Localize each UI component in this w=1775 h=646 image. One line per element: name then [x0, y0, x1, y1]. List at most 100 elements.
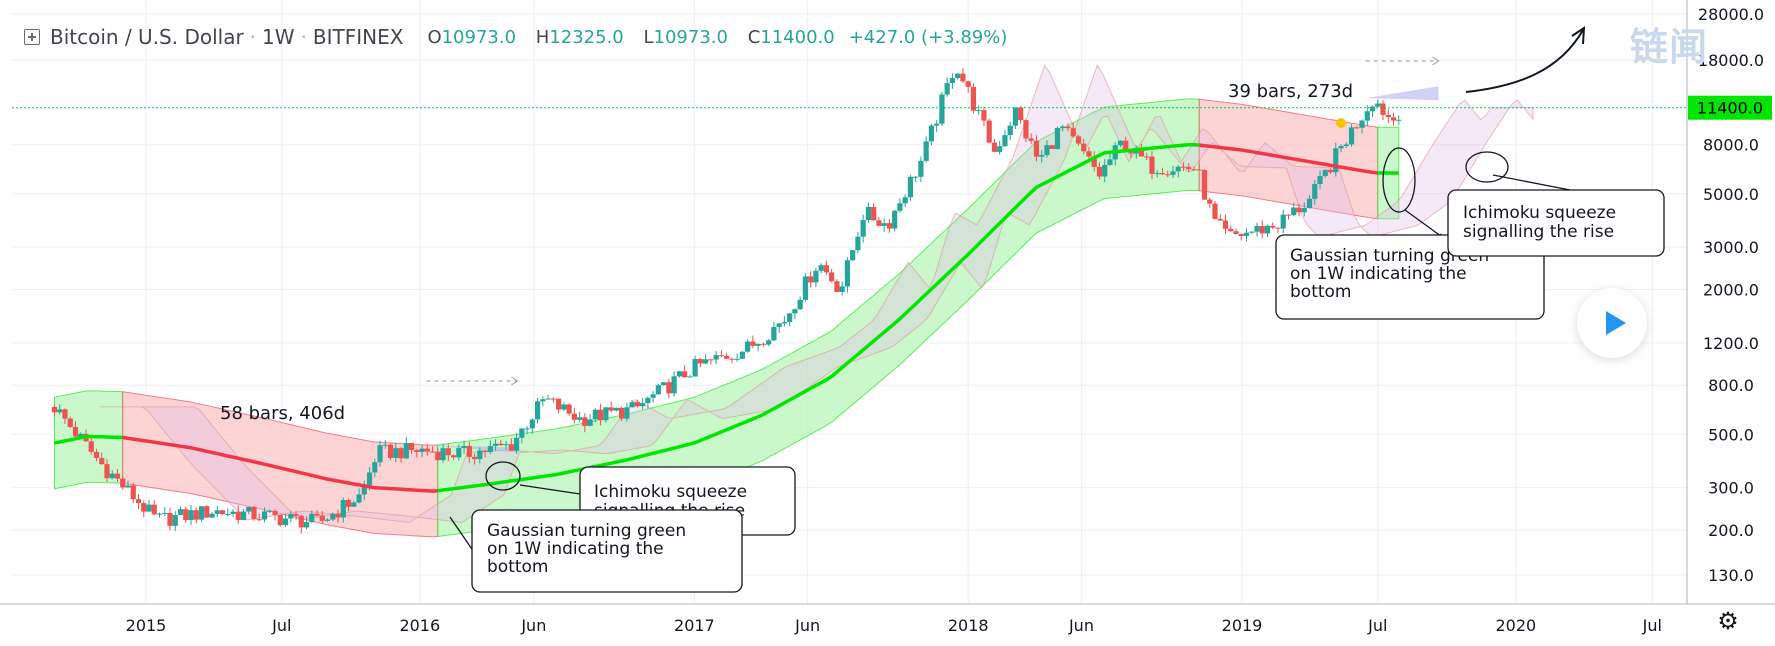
candle-up	[545, 398, 551, 400]
candle-down	[1217, 218, 1223, 221]
candle-up	[1060, 126, 1066, 128]
candle-up	[1369, 106, 1376, 112]
candle-down	[1233, 231, 1239, 235]
candle-up	[487, 446, 493, 453]
candle-up	[613, 407, 619, 411]
candle-up	[492, 443, 499, 447]
candle-down	[1354, 127, 1360, 129]
gaussian-turn-marker-2019	[1382, 147, 1416, 213]
candle-up	[1002, 135, 1008, 147]
candle-down	[598, 409, 604, 421]
candle-down	[970, 86, 977, 111]
candle-down	[871, 206, 877, 221]
candle-up	[860, 220, 866, 237]
candle-down	[582, 417, 588, 426]
callout-gaussian-2016[interactable]: Gaussian turning green on 1W indicating …	[471, 509, 743, 593]
time-tick-label: Jun	[1068, 616, 1094, 635]
candle-down	[834, 281, 840, 292]
symbol-legend: Bitcoin / U.S. Dollar · 1W · BITFINEX O1…	[24, 22, 1007, 52]
candle-down	[62, 409, 68, 419]
candle-down	[99, 457, 105, 465]
candle-down	[1238, 234, 1244, 236]
interval-label[interactable]: 1W	[262, 25, 295, 49]
candle-down	[1165, 174, 1171, 176]
candle-up	[177, 509, 184, 515]
exchange-label: BITFINEX	[312, 25, 404, 49]
time-tick-label: 2018	[948, 616, 989, 635]
time-tick-label: Jul	[1367, 616, 1387, 635]
price-tick-label: 200.0	[1708, 521, 1754, 540]
candle-down	[167, 513, 173, 526]
measure-label-2019: 39 bars, 273d	[1228, 81, 1353, 102]
candle-up	[603, 407, 609, 421]
candle-down	[424, 448, 430, 452]
candle-up	[781, 321, 787, 324]
candle-down	[1028, 138, 1034, 141]
candle-up	[377, 445, 383, 463]
candle-up	[1343, 144, 1349, 147]
candle-up	[855, 236, 861, 251]
settings-gear-icon[interactable]: ⚙	[1717, 607, 1739, 635]
symbol-name[interactable]: Bitcoin / U.S. Dollar	[50, 25, 244, 49]
candle-up	[513, 437, 520, 451]
candle-up	[529, 419, 535, 429]
candle-down	[120, 478, 126, 488]
candle-down	[965, 81, 971, 87]
candle-down	[986, 120, 992, 143]
candle-up	[850, 250, 856, 261]
open-value: 10973.0	[441, 26, 517, 48]
time-axis[interactable]: 2015 Jul 2016 Jun 2017 Jun 2018 Jun 2019 Jul 2020 J…	[126, 616, 1662, 635]
candle-down	[991, 142, 998, 152]
candle-down	[256, 519, 262, 521]
candle-down	[298, 515, 304, 528]
candle-up	[1322, 169, 1328, 176]
candle-down	[1065, 126, 1071, 129]
candle-up	[146, 504, 152, 512]
candle-down	[1096, 166, 1103, 177]
time-tick-label: 2019	[1222, 616, 1263, 635]
candle-down	[235, 511, 241, 521]
candle-down	[708, 359, 714, 361]
candle-up	[902, 197, 908, 204]
compare-add-icon[interactable]	[24, 29, 40, 45]
candle-up	[1107, 159, 1113, 165]
candle-up	[340, 500, 346, 518]
candle-down	[1023, 120, 1029, 139]
candle-down	[498, 443, 504, 446]
candle-up	[1348, 127, 1355, 145]
candle-down	[1228, 228, 1234, 232]
candle-up	[713, 355, 719, 360]
measure-2019-arrow	[1432, 56, 1440, 66]
candle-up	[1359, 120, 1365, 128]
candle-up	[766, 340, 772, 345]
candle-up	[1264, 225, 1271, 234]
candle-down	[823, 265, 830, 273]
candle-up	[57, 409, 63, 413]
play-button[interactable]	[1577, 288, 1647, 358]
candle-down	[398, 448, 404, 459]
candle-up	[372, 462, 378, 473]
candle-up	[519, 428, 525, 438]
watermark-logo: 链闻	[1630, 25, 1709, 69]
price-tick-label: 5000.0	[1703, 185, 1759, 204]
time-tick-label: Jul	[1642, 616, 1662, 635]
candle-down	[1123, 140, 1129, 153]
candle-up	[524, 428, 530, 430]
candle-up	[351, 502, 357, 507]
candle-up	[1291, 207, 1297, 216]
candle-down	[104, 464, 110, 479]
candle-up	[1054, 127, 1061, 149]
candle-up	[771, 327, 777, 341]
candle-up	[230, 511, 236, 514]
candle-down	[445, 448, 451, 456]
candle-up	[645, 397, 651, 404]
measure-tools[interactable]	[426, 56, 1440, 453]
candle-down	[1327, 169, 1334, 173]
candle-down	[886, 223, 893, 229]
price-axis[interactable]: 28000.0 18000.0 8000.0 5000.0 3000.0 2000.0 12…	[1698, 5, 1764, 585]
candle-up	[839, 286, 845, 292]
callout-ichimoku-2019[interactable]: Ichimoku squeeze signalling the rise	[1447, 189, 1665, 257]
candle-down	[335, 513, 341, 518]
